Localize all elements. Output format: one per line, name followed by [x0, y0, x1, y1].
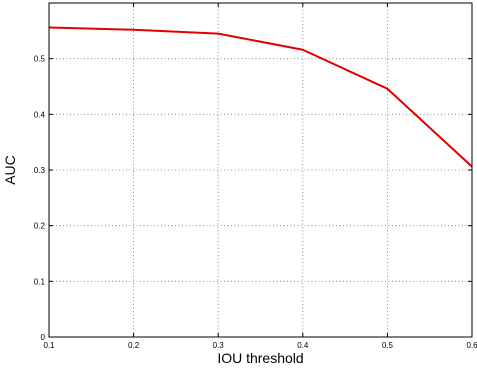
- tick-marks: [48, 3, 473, 338]
- y-tick-label: 0: [41, 333, 46, 342]
- y-tick-label: 0.4: [34, 110, 46, 119]
- tick-labels: 0.1 0.2 0.3 0.4 0.5 0.600.10.20.30.40.5: [34, 55, 477, 350]
- x-tick-label: 0.2: [128, 341, 140, 350]
- y-axis-label: AUC: [2, 155, 18, 185]
- y-tick-label: 0.1: [34, 277, 46, 286]
- x-tick-label: 0.3: [213, 341, 225, 350]
- x-tick-label: 0.5: [382, 341, 394, 350]
- y-tick-label: 0.2: [34, 222, 46, 231]
- y-tick-label: 0.3: [34, 166, 46, 175]
- x-tick-label: 0.1: [43, 341, 55, 350]
- x-tick-label: 0.4: [297, 341, 309, 350]
- y-tick-label: 0.5: [34, 55, 46, 64]
- series-line: [48, 26, 473, 168]
- x-axis-label: IOU threshold: [217, 350, 303, 366]
- grid-lines: [49, 3, 472, 337]
- x-tick-label: 0.6: [466, 341, 477, 350]
